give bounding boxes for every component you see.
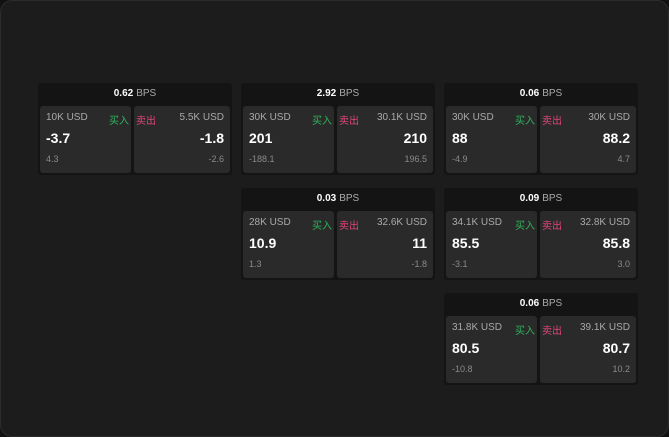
buy-quote-box[interactable]: 28K USD 买入 10.9 1.3 [243,211,334,278]
sell-price: 210 [403,130,427,146]
buy-quantity: 34.1K USD [452,217,503,228]
spread-value: 0.06 [519,88,540,99]
buy-change: -4.9 [452,154,468,164]
buy-price: -3.7 [46,130,71,146]
sell-change: 10.2 [612,364,630,374]
buy-price: 85.5 [452,235,480,251]
sell-button[interactable]: 卖出 [339,221,359,232]
sell-quote-box[interactable]: 32.6K USD 卖出 11 -1.8 [337,211,433,278]
spread-unit: BPS [136,88,157,99]
quote-card: 0.03 BPS 28K USD 买入 10.9 1.3 32.6K USD 卖出 11 -1.8 [241,188,435,280]
buy-change: -3.1 [452,259,468,269]
buy-quote-box[interactable]: 30K USD 买入 88 -4.9 [446,106,537,173]
buy-price: 201 [249,130,273,146]
buy-button[interactable]: 买入 [515,116,535,127]
sell-change: -1.8 [411,259,427,269]
spread-value: 0.06 [519,298,540,309]
sell-price: -1.8 [199,130,224,146]
sell-change: 3.0 [617,259,630,269]
buy-price: 88 [452,130,468,146]
sell-quantity: 32.6K USD [376,217,427,228]
sell-change: -2.6 [208,154,224,164]
spread-unit: BPS [339,88,360,99]
sell-quote-box[interactable]: 30.1K USD 卖出 210 196.5 [337,106,433,173]
buy-price: 10.9 [249,235,277,251]
buy-quantity: 31.8K USD [452,322,503,333]
buy-change: 4.3 [46,154,59,164]
sell-price: 85.8 [602,235,630,251]
buy-change: -10.8 [452,364,473,374]
spread-value: 2.92 [316,88,337,99]
sell-button[interactable]: 卖出 [542,326,562,337]
sell-quantity: 39.1K USD [579,322,630,333]
sell-price: 80.7 [602,340,630,356]
sell-quantity: 5.5K USD [179,112,224,123]
sell-quantity: 32.8K USD [579,217,630,228]
spread-header: 2.92 BPS [241,83,435,105]
buy-quote-box[interactable]: 31.8K USD 买入 80.5 -10.8 [446,316,537,383]
buy-change: 1.3 [249,259,262,269]
spread-header: 0.03 BPS [241,188,435,210]
sell-change: 196.5 [404,154,427,164]
sell-quantity: 30.1K USD [376,112,427,123]
buy-price: 80.5 [452,340,480,356]
spread-value: 0.09 [519,193,540,204]
sell-quantity: 30K USD [588,112,630,123]
sell-button[interactable]: 卖出 [542,221,562,232]
spread-unit: BPS [339,193,360,204]
spread-header: 0.62 BPS [38,83,232,105]
buy-quantity: 30K USD [249,112,291,123]
sell-button[interactable]: 卖出 [136,116,156,127]
sell-quote-box[interactable]: 32.8K USD 卖出 85.8 3.0 [540,211,636,278]
buy-quote-box[interactable]: 10K USD 买入 -3.7 4.3 [40,106,131,173]
spread-header: 0.09 BPS [444,188,638,210]
buy-button[interactable]: 买入 [515,326,535,337]
quote-card: 0.06 BPS 30K USD 买入 88 -4.9 30K USD 卖出 88.2 4.7 [444,83,638,175]
sell-price: 11 [412,235,427,251]
spread-header: 0.06 BPS [444,293,638,315]
sell-quote-box[interactable]: 39.1K USD 卖出 80.7 10.2 [540,316,636,383]
buy-quantity: 10K USD [46,112,88,123]
quote-card: 0.62 BPS 10K USD 买入 -3.7 4.3 5.5K USD 卖出 -1.8 -2.… [38,83,232,175]
buy-button[interactable]: 买入 [109,116,129,127]
sell-button[interactable]: 卖出 [339,116,359,127]
sell-quote-box[interactable]: 30K USD 卖出 88.2 4.7 [540,106,636,173]
sell-change: 4.7 [617,154,630,164]
sell-quote-box[interactable]: 5.5K USD 卖出 -1.8 -2.6 [134,106,230,173]
buy-button[interactable]: 买入 [312,116,332,127]
spread-unit: BPS [542,193,563,204]
buy-quote-box[interactable]: 34.1K USD 买入 85.5 -3.1 [446,211,537,278]
quote-card: 0.06 BPS 31.8K USD 买入 80.5 -10.8 39.1K USD 卖出 80… [444,293,638,385]
buy-quote-box[interactable]: 30K USD 买入 201 -188.1 [243,106,334,173]
buy-quantity: 28K USD [249,217,291,228]
buy-quantity: 30K USD [452,112,494,123]
spread-unit: BPS [542,298,563,309]
spread-unit: BPS [542,88,563,99]
sell-price: 88.2 [602,130,630,146]
spread-value: 0.03 [316,193,337,204]
buy-change: -188.1 [249,154,275,164]
quote-card: 0.09 BPS 34.1K USD 买入 85.5 -3.1 32.8K USD 卖出 85.… [444,188,638,280]
buy-button[interactable]: 买入 [515,221,535,232]
spread-header: 0.06 BPS [444,83,638,105]
sell-button[interactable]: 卖出 [542,116,562,127]
buy-button[interactable]: 买入 [312,221,332,232]
spread-value: 0.62 [113,88,134,99]
quote-card: 2.92 BPS 30K USD 买入 201 -188.1 30.1K USD 卖出 210 1… [241,83,435,175]
